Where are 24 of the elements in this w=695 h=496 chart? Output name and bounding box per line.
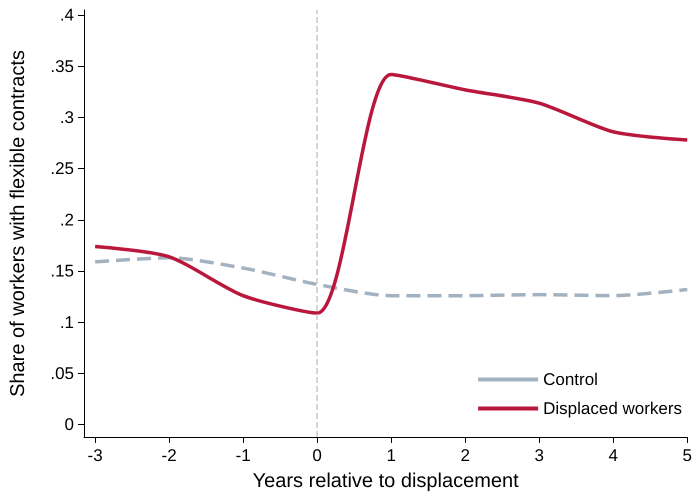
y-tick-label: .2: [60, 210, 74, 230]
y-tick-label: .15: [50, 262, 74, 281]
x-tick-label: 5: [682, 446, 692, 465]
x-tick-label: 0: [312, 446, 322, 465]
x-tick-label: 2: [460, 446, 470, 465]
legend-label: Control: [543, 370, 598, 389]
x-tick-label: -1: [236, 446, 251, 465]
y-tick-label: .3: [60, 108, 74, 128]
x-tick-label: 3: [534, 446, 544, 465]
x-tick-label: 4: [608, 446, 618, 465]
y-tick-label: .25: [50, 159, 74, 178]
y-tick-label: .1: [60, 312, 74, 332]
x-tick-label: -3: [88, 446, 103, 465]
y-tick-label: .35: [50, 56, 74, 76]
x-axis-title: Years relative to displacement: [252, 470, 520, 492]
x-tick-label: -2: [162, 446, 177, 465]
y-tick-label: .05: [50, 364, 74, 384]
x-tick-label: 1: [386, 446, 396, 465]
line-series: [93, 72, 690, 315]
y-axis-title: Share of workers with flexible contracts: [7, 50, 29, 397]
y-tick-label: .4: [60, 6, 74, 25]
line-series: [93, 256, 690, 298]
legend-label: Displaced workers: [543, 399, 682, 418]
y-tick-label: 0: [64, 415, 74, 434]
